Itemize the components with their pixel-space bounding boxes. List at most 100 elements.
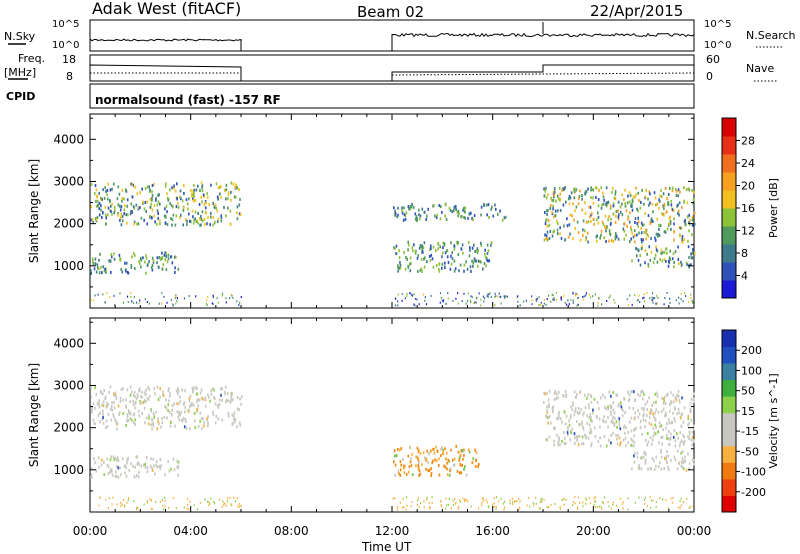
velocity-echo-cell (619, 497, 621, 500)
velocity-echo-cell (410, 464, 413, 468)
velocity-echo-cell (586, 396, 588, 400)
power-echo-cell (119, 218, 121, 222)
power-echo-cell (210, 215, 212, 219)
velocity-echo-cell (574, 407, 577, 411)
velocity-echo-cell (651, 442, 653, 446)
power-echo-cell (236, 205, 239, 209)
power-echo-cell (691, 189, 693, 192)
power-echo-cell (101, 197, 103, 201)
power-echo-cell (578, 195, 581, 198)
power-echo-cell (166, 260, 169, 264)
velocity-echo-cell (458, 499, 461, 502)
velocity-echo-cell (687, 414, 690, 418)
velocity-echo-cell (567, 427, 569, 431)
power-echo-cell (442, 299, 445, 302)
velocity-echo-cell (550, 421, 552, 425)
velocity-echo-cell (167, 409, 169, 412)
velocity-echo-cell (624, 411, 626, 414)
power-echo-cell (677, 211, 679, 215)
velocity-echo-cell (452, 499, 454, 502)
power-echo-cell (587, 220, 590, 224)
power-echo-cell (668, 217, 671, 221)
power-echo-cell (609, 294, 612, 297)
velocity-echo-cell (511, 497, 513, 500)
power-echo-cell (504, 215, 507, 219)
power-echo-cell (655, 294, 658, 297)
velocity-echo-cell (614, 416, 616, 420)
velocity-echo-cell (214, 397, 216, 401)
velocity-echo-cell (553, 439, 555, 443)
velocity-echo-cell (136, 508, 138, 511)
velocity-echo-cell (547, 421, 549, 425)
velocity-echo-cell (233, 414, 235, 418)
power-echo-cell (522, 300, 525, 303)
velocity-echo-cell (500, 497, 502, 500)
velocity-echo-cell (684, 459, 686, 463)
power-echo-cell (662, 212, 665, 216)
velocity-echo-cell (138, 387, 141, 391)
power-echo-cell (410, 261, 412, 265)
velocity-echo-cell (488, 506, 490, 509)
velocity-echo-cell (214, 502, 216, 505)
velocity-echo-cell (649, 411, 651, 415)
velocity-echo-cell (539, 507, 541, 510)
velocity-echo-cell (649, 496, 651, 499)
power-echo-cell (463, 216, 465, 219)
power-echo-cell (146, 301, 148, 303)
velocity-echo-cell (691, 458, 694, 462)
velocity-echo-cell (680, 504, 682, 507)
power-echo-cell (210, 211, 212, 215)
power-echo-cell (550, 196, 552, 200)
velocity-echo-cell (677, 407, 680, 411)
velocity-echo-cell (138, 471, 140, 475)
power-echo-cell (172, 303, 174, 306)
power-echo-cell (220, 216, 223, 220)
power-echo-cell (107, 197, 109, 201)
power-echo-cell (693, 211, 696, 215)
power-echo-cell (145, 271, 147, 275)
velocity-echo-cell (130, 418, 133, 422)
velocity-echo-cell (155, 410, 158, 414)
velocity-echo-cell (576, 438, 578, 442)
power-echo-cell (403, 251, 405, 254)
velocity-echo-cell (144, 466, 147, 469)
velocity-echo-cell (104, 396, 107, 400)
power-echo-cell (159, 219, 161, 223)
velocity-echo-cell (164, 505, 166, 508)
power-echo-cell (131, 255, 133, 259)
velocity-colorbar-swatch (722, 346, 736, 364)
velocity-echo-cell (420, 502, 422, 504)
velocity-echo-cell (101, 417, 104, 421)
velocity-colorbar-swatch (722, 429, 736, 447)
power-echo-cell (125, 189, 128, 193)
velocity-echo-cell (448, 468, 451, 472)
velocity-echo-cell (572, 504, 574, 507)
power-echo-cell (600, 186, 602, 190)
power-echo-cell (159, 256, 162, 260)
velocity-echo-cell (118, 413, 120, 416)
velocity-echo-cell (148, 387, 151, 391)
power-colorbar-swatch (722, 262, 736, 281)
power-echo-cell (538, 296, 540, 299)
velocity-echo-cell (579, 502, 581, 504)
velocity-echo-cell (190, 403, 192, 407)
velocity-echo-cell (146, 396, 149, 400)
power-echo-cell (206, 304, 208, 307)
velocity-echo-cell (454, 502, 456, 505)
velocity-echo-cell (168, 506, 170, 509)
velocity-echo-cell (640, 456, 643, 460)
velocity-echo-cell (573, 413, 576, 417)
velocity-echo-cell (446, 504, 448, 507)
power-echo-cell (670, 203, 673, 207)
power-echo-cell (641, 247, 643, 251)
velocity-echo-cell (95, 392, 97, 396)
x-tick-label: 08:00 (274, 524, 309, 538)
power-echo-cell (462, 208, 464, 212)
power-echo-cell (683, 199, 686, 203)
velocity-echo-cell (633, 390, 635, 394)
power-echo-cell (438, 269, 441, 273)
power-echo-cell (175, 295, 177, 298)
power-echo-cell (186, 223, 188, 226)
velocity-echo-cell (189, 427, 191, 431)
velocity-echo-cell (396, 508, 398, 511)
